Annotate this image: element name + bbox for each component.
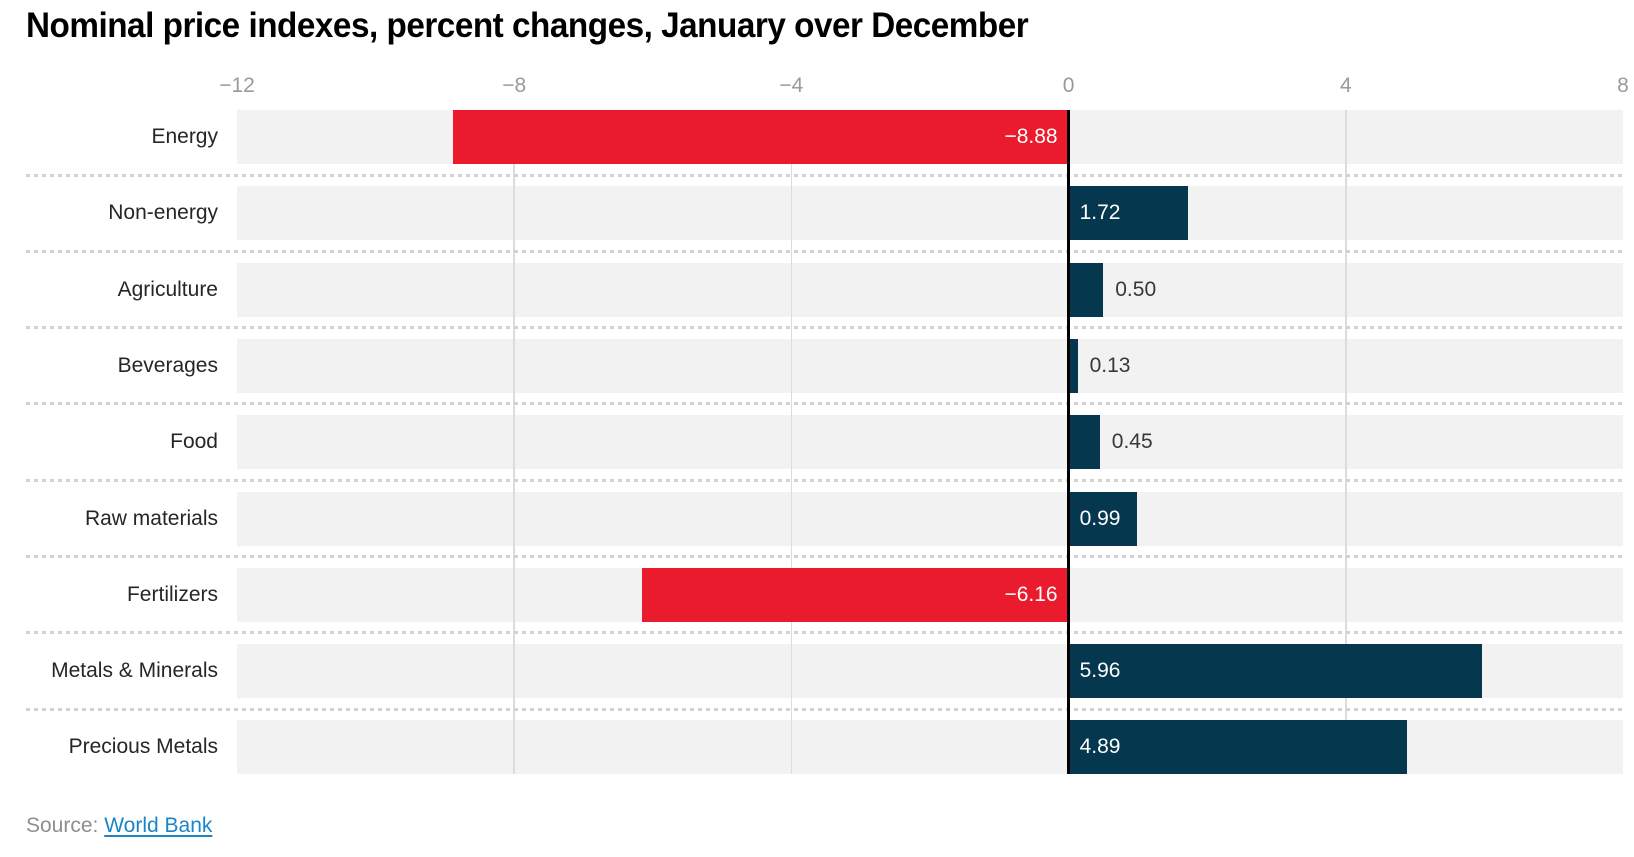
row-separator [26, 707, 1623, 711]
bar-value-label: 0.99 [1079, 506, 1121, 530]
row-stripe [237, 720, 1623, 775]
bar-value-label: 0.13 [1089, 353, 1131, 377]
category-label: Metals & Minerals [51, 659, 218, 683]
bar [1068, 186, 1188, 241]
category-label: Fertilizers [126, 582, 218, 606]
category-label: Precious Metals [68, 735, 218, 759]
bar [1068, 262, 1104, 317]
bar-value-label: −6.16 [1004, 582, 1058, 606]
x-axis-tick-label: −12 [219, 74, 255, 97]
bar-value-label: 0.50 [1115, 277, 1157, 301]
category-label: Beverages [117, 353, 218, 377]
bar [453, 110, 1069, 164]
x-axis-tick-label: 4 [1339, 74, 1352, 97]
bar-value-label: −8.88 [1004, 125, 1058, 148]
source-prefix-label: Source: [26, 814, 99, 837]
row-separator [26, 555, 1623, 558]
x-axis-tick-label: 8 [1617, 74, 1629, 97]
x-axis-tick-label: −8 [502, 74, 527, 97]
category-label: Energy [151, 125, 218, 148]
category-label: Raw materials [84, 506, 218, 530]
row-separator [26, 478, 1623, 482]
bar-value-label: 4.89 [1079, 735, 1121, 759]
vertical-gridline [790, 110, 793, 775]
bar [1068, 720, 1408, 775]
bar-value-label: 1.72 [1079, 201, 1121, 225]
category-label: Non-energy [108, 201, 218, 225]
category-label: Food [170, 430, 218, 454]
source-line: Source: World Bank [26, 814, 212, 838]
bar-value-label: 5.96 [1079, 659, 1121, 683]
bar [1068, 644, 1482, 699]
category-label: Agriculture [117, 277, 218, 301]
vertical-gridline [513, 110, 515, 775]
row-separator [26, 173, 1623, 177]
source-link[interactable]: World Bank [104, 814, 213, 837]
row-stripe [237, 491, 1623, 546]
bar-value-label: 0.45 [1111, 430, 1153, 454]
vertical-gridline [1345, 110, 1347, 775]
bar [1068, 491, 1138, 546]
bar [641, 567, 1069, 622]
row-separator [26, 326, 1623, 330]
x-axis-tick-label: −4 [779, 74, 804, 97]
bar [1068, 338, 1078, 393]
row-separator [26, 631, 1623, 635]
row-separator [26, 402, 1623, 406]
zero-axis-line [1067, 110, 1070, 775]
row-stripe [237, 186, 1623, 241]
bar [1068, 415, 1100, 470]
row-stripe [237, 338, 1623, 393]
x-axis-tick-label: 0 [1062, 74, 1075, 97]
row-stripe [237, 262, 1623, 317]
chart-title: Nominal price indexes, percent changes, … [26, 6, 1029, 45]
row-separator [26, 249, 1623, 253]
row-stripe [237, 415, 1623, 470]
